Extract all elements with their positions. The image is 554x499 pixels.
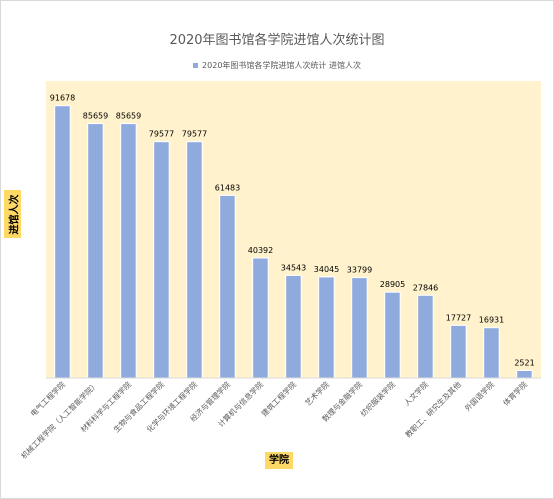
y-axis-title-text: 进馆人次 [9, 194, 20, 234]
bar-14 [516, 370, 533, 379]
value-label-10: 28905 [380, 280, 405, 289]
bar-4 [186, 141, 203, 379]
value-label-8: 34045 [314, 265, 339, 274]
x-tick-label-12: 教职工、研究生及其他 [403, 379, 463, 439]
bar-2 [120, 123, 137, 379]
value-label-11: 27846 [413, 283, 438, 292]
legend-swatch [193, 63, 199, 68]
value-label-5: 61483 [215, 183, 240, 192]
y-axis-title: 进馆人次 [4, 190, 21, 238]
bar-12 [450, 324, 467, 379]
bar-9 [351, 277, 368, 379]
x-axis-title: 学院 [265, 452, 293, 469]
bar-0 [54, 105, 71, 379]
bar-7 [285, 274, 302, 379]
bar-11 [417, 294, 434, 379]
bar-3 [153, 141, 170, 379]
x-tick-label-8: 艺术学院 [303, 379, 332, 408]
value-label-6: 40392 [248, 246, 273, 255]
legend: 2020年图书馆各学院进馆人次统计 进馆人次 [0, 60, 554, 71]
bar-1 [87, 123, 104, 379]
x-tick-labels-group: 电气工程学院机械工程学院（人工智能学院）材料科学与工程学院生物与食品工程学院化学… [19, 379, 530, 461]
x-tick-label-14: 体育学院 [501, 379, 530, 408]
value-label-1: 85659 [83, 112, 108, 121]
x-tick-label-11: 人文学院 [402, 379, 431, 408]
x-tick-label-13: 外国语学院 [462, 379, 496, 413]
bar-6 [252, 257, 269, 379]
chart-title: 2020年图书馆各学院进馆人次统计图 [169, 33, 385, 48]
x-tick-label-10: 纺织服装学院 [358, 379, 397, 418]
bars-group [46, 105, 541, 379]
bar-13 [483, 327, 500, 379]
value-label-9: 33799 [347, 266, 372, 275]
value-label-3: 79577 [149, 130, 174, 139]
legend-label: 2020年图书馆各学院进馆人次统计 进馆人次 [202, 61, 361, 70]
value-label-14: 2521 [514, 359, 534, 368]
value-label-13: 16931 [479, 316, 504, 325]
value-label-7: 34543 [281, 263, 306, 272]
value-label-4: 79577 [182, 130, 207, 139]
value-labels-group: 91678 85659 85659 79577 79577 61483 40392 34543… [50, 94, 535, 368]
bar-8 [318, 276, 335, 379]
value-label-0: 91678 [50, 94, 75, 103]
bar-5 [219, 194, 236, 379]
x-tick-label-7: 建筑工程学院 [259, 379, 298, 418]
value-label-12: 17727 [446, 313, 471, 322]
value-label-2: 85659 [116, 112, 141, 121]
bar-10 [384, 291, 401, 379]
